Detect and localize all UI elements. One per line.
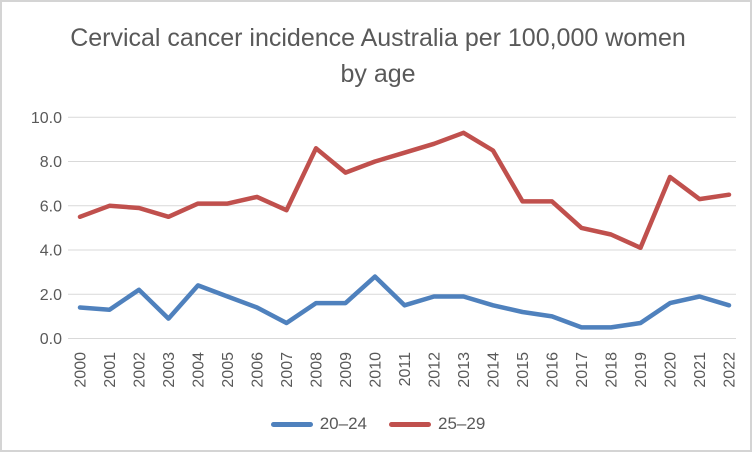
- series-line-20–24: [77, 274, 732, 330]
- x-axis-tick-label: 2016: [545, 352, 562, 388]
- x-axis-tick-label: 2015: [515, 352, 532, 388]
- chart-title: Cervical cancer incidence Australia per …: [70, 24, 686, 88]
- x-axis-tick-label: 2014: [486, 352, 503, 388]
- legend-line-swatch-20-24: [270, 421, 313, 427]
- x-axis-tick-label: 2000: [73, 352, 90, 388]
- legend-label-25-29: 25–29: [438, 414, 486, 433]
- y-axis-tick-label: 10.0: [31, 110, 62, 127]
- chart-legend: 20–24 25–29: [2, 414, 750, 434]
- legend-item-25-29: 25–29: [389, 414, 485, 434]
- legend-label-20-24: 20–24: [319, 414, 367, 433]
- x-axis-tick-label: 2006: [250, 352, 267, 388]
- x-axis-tick-label: 2013: [456, 352, 473, 388]
- x-axis-tick-label: 2010: [368, 352, 385, 388]
- legend-line-swatch-25-29: [389, 421, 431, 427]
- y-axis-tick-label: 6.0: [40, 198, 62, 215]
- x-axis-tick-label: 2007: [279, 352, 296, 388]
- x-axis-tick-label: 2018: [604, 352, 621, 388]
- x-axis-tick-label: 2019: [633, 352, 650, 388]
- x-axis-tick-label: 2009: [338, 352, 355, 388]
- x-axis-tick-label: 2001: [102, 352, 119, 388]
- x-axis-tick-label: 2003: [161, 352, 178, 388]
- x-axis-tick-label: 2004: [191, 352, 208, 388]
- x-axis-tick-label: 2011: [397, 352, 414, 387]
- y-axis-tick-label: 4.0: [40, 243, 62, 260]
- x-axis-tick-label: 2017: [574, 352, 591, 388]
- y-axis-tick-label: 0.0: [40, 331, 62, 348]
- x-axis-tick-label: 2005: [220, 352, 237, 388]
- y-axis-tick-label: 8.0: [40, 154, 62, 171]
- x-axis-tick-label: 2022: [722, 352, 739, 388]
- legend-item-20-24: 20–24: [270, 414, 367, 434]
- x-axis-tick-label: 2021: [692, 352, 709, 388]
- series-line-25–29: [77, 130, 732, 251]
- x-axis-tick-label: 2012: [427, 352, 444, 388]
- x-axis-tick-label: 2020: [663, 352, 680, 388]
- y-axis-tick-label: 2.0: [40, 287, 62, 304]
- x-axis-tick-label: 2008: [309, 352, 326, 388]
- x-axis-tick-label: 2002: [132, 352, 149, 388]
